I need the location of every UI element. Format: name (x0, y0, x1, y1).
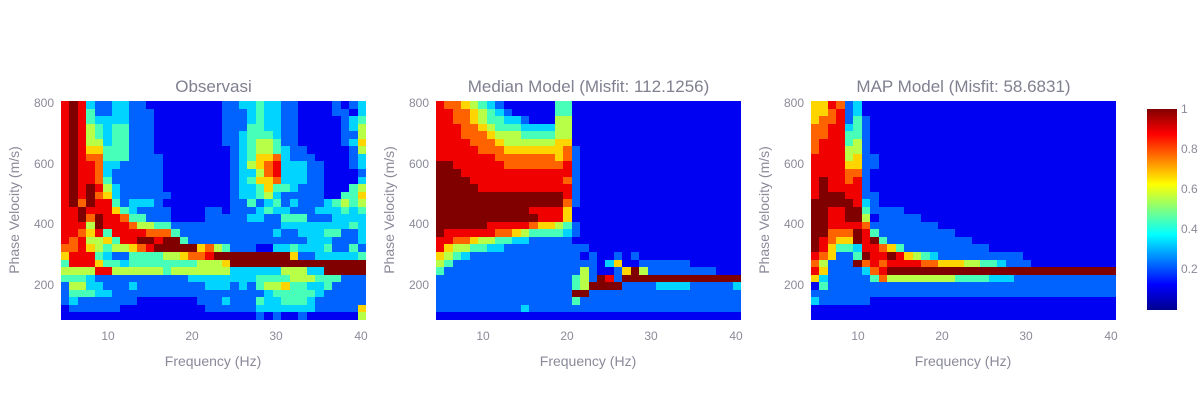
colorbar-tick: 0.8 (1181, 142, 1198, 156)
y-axis-label: Phase Velocity (m/s) (756, 146, 772, 274)
y-tick: 400 (33, 217, 54, 231)
chart-title: Observasi (175, 77, 252, 96)
x-axis-label: Frequency (Hz) (539, 353, 637, 369)
y-tick: 200 (33, 278, 54, 292)
x-tick: 30 (269, 329, 283, 343)
x-tick: 10 (476, 329, 490, 343)
y-tick: 400 (783, 217, 804, 231)
x-tick: 40 (729, 329, 743, 343)
colorbar-tick: 0.4 (1181, 222, 1198, 236)
x-axis-label: Frequency (Hz) (914, 353, 1012, 369)
heatmap-median-model[interactable] (436, 101, 741, 320)
colorbar-tick: 0.6 (1181, 182, 1198, 196)
x-tick: 20 (560, 329, 574, 343)
heatmap-map-model[interactable] (811, 101, 1116, 320)
colorbar-tick: 0.2 (1181, 262, 1198, 276)
y-tick: 800 (783, 96, 804, 110)
x-tick: 40 (1104, 329, 1118, 343)
x-tick: 40 (354, 329, 368, 343)
y-tick: 800 (33, 96, 54, 110)
y-tick: 600 (33, 157, 54, 171)
x-tick: 10 (101, 329, 115, 343)
x-axis-label: Frequency (Hz) (164, 353, 262, 369)
x-tick: 30 (644, 329, 658, 343)
y-axis-label: Phase Velocity (m/s) (381, 146, 397, 274)
x-tick: 20 (935, 329, 949, 343)
heatmap-observasi[interactable] (61, 101, 366, 320)
x-tick: 10 (851, 329, 865, 343)
y-tick: 200 (783, 278, 804, 292)
y-tick: 200 (408, 278, 429, 292)
chart-title: MAP Model (Misfit: 58.6831) (856, 77, 1071, 96)
y-axis-label: Phase Velocity (m/s) (6, 146, 22, 274)
colorbar (1147, 109, 1177, 310)
y-tick: 600 (408, 157, 429, 171)
y-tick: 400 (408, 217, 429, 231)
x-tick: 20 (185, 329, 199, 343)
colorbar-tick: 1 (1181, 102, 1188, 116)
chart-title: Median Model (Misfit: 112.1256) (467, 77, 710, 96)
x-tick: 30 (1019, 329, 1033, 343)
y-tick: 600 (783, 157, 804, 171)
y-tick: 800 (408, 96, 429, 110)
